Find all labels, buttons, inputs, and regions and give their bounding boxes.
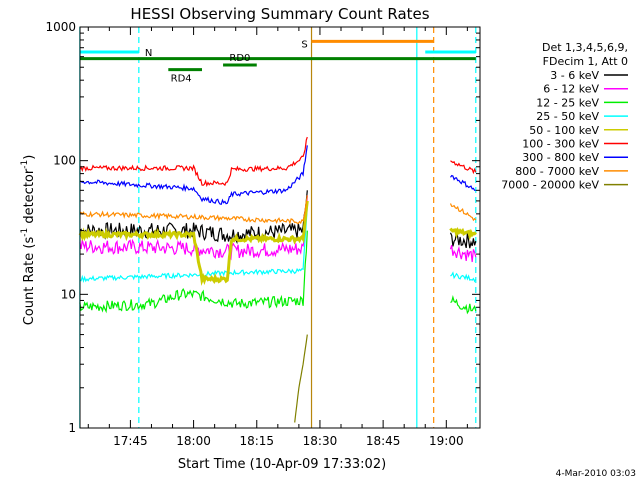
y-tick-label: 1000 <box>45 20 76 34</box>
series-line <box>79 195 308 225</box>
legend-header: FDecim 1, Att 0 <box>543 55 628 68</box>
legend-entry-label: 7000 - 20000 keV <box>501 179 599 192</box>
legend-entry-label: 6 - 12 keV <box>543 83 599 96</box>
x-tick-label: 18:30 <box>303 434 338 448</box>
legend-entry-label: 25 - 50 keV <box>536 110 599 123</box>
series-line <box>450 271 477 283</box>
series-line <box>450 294 477 315</box>
series-line <box>79 145 308 205</box>
y-tick-label: 10 <box>61 287 76 301</box>
y-label-sup: -1 <box>20 228 30 237</box>
y-axis-label: Count Rate (s-1 detector-1) <box>20 155 37 326</box>
y-label-sup: -1 <box>20 160 30 169</box>
legend-entry-label: 300 - 800 keV <box>522 151 599 164</box>
series-line <box>449 203 477 222</box>
x-tick-label: 18:00 <box>176 434 211 448</box>
series-line <box>79 136 308 188</box>
chart-title: HESSI Observing Summary Count Rates <box>130 5 429 23</box>
legend: Det 1,3,4,5,6,9,FDecim 1, Att 03 - 6 keV… <box>501 41 628 192</box>
series-line <box>449 231 477 249</box>
x-tick-label: 17:45 <box>113 434 148 448</box>
legend-entry-label: 3 - 6 keV <box>550 69 599 82</box>
series-line <box>79 206 308 283</box>
y-tick-label: 100 <box>53 154 76 168</box>
series-line <box>79 195 308 261</box>
legend-entry-label: 12 - 25 keV <box>536 96 599 109</box>
series-line <box>450 160 477 175</box>
series-line <box>78 200 309 287</box>
legend-entry-label: 100 - 300 keV <box>522 138 599 151</box>
series-line <box>450 174 476 191</box>
series-line <box>294 334 308 423</box>
plot-area: N S RD0 RD4 <box>78 27 477 428</box>
footer-timestamp: 4-Mar-2010 03:03 <box>556 469 636 479</box>
flag-label: RD4 <box>171 74 192 85</box>
y-label-part: ) <box>22 155 37 160</box>
plot-frame <box>79 26 481 429</box>
axis-ticks: 1 10 100 1000 17:45 18:00 18:15 18:30 18:45 19:00 <box>45 20 480 448</box>
y-tick-label: 1 <box>68 421 76 435</box>
x-axis-label: Start Time (10-Apr-09 17:33:02) <box>178 457 386 472</box>
legend-entry-label: 50 - 100 keV <box>529 124 599 137</box>
flag-label: S <box>301 39 307 50</box>
series-line <box>449 245 477 263</box>
y-label-part: detector <box>22 168 37 228</box>
flag-label: RD0 <box>229 53 250 64</box>
series-line <box>449 226 477 241</box>
x-tick-label: 18:45 <box>366 434 401 448</box>
legend-entry-label: 800 - 7000 keV <box>515 165 599 178</box>
flag-label: N <box>145 48 152 59</box>
x-tick-label: 19:00 <box>429 434 464 448</box>
y-label-part: Count Rate (s <box>22 237 37 326</box>
legend-header: Det 1,3,4,5,6,9, <box>542 41 628 54</box>
x-tick-label: 18:15 <box>239 434 274 448</box>
series-line <box>79 230 308 314</box>
